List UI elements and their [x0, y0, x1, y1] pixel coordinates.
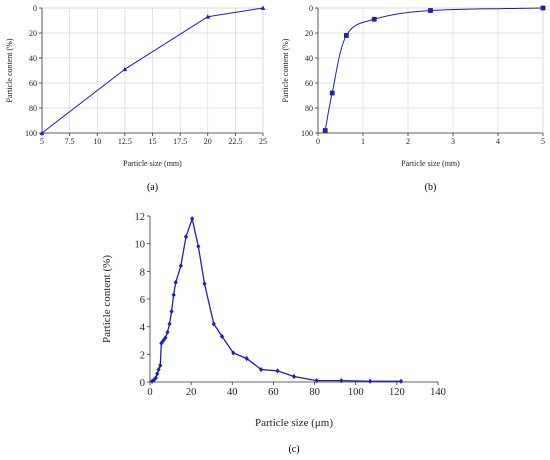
x-tick-label: 4	[496, 137, 500, 146]
x-tick-label: 5	[40, 137, 44, 146]
data-point	[202, 281, 207, 287]
chart-panel-a: 5 7.5 10 12.5 15 17.5 20 22.5 25 0 20 40 60 80 100 Part…	[5, 4, 267, 193]
data-point	[196, 243, 201, 250]
x-axis-title: Particle size (mm)	[123, 159, 182, 168]
data-point	[314, 378, 319, 384]
x-tick-label: 10	[93, 137, 101, 146]
y-tick-label: 100	[25, 129, 37, 138]
x-tick-label: 20	[186, 387, 197, 398]
chart-panel-c: 0 20 40 60 80 100 120 140 0 2 4 6 8 10 12 Particle size…	[101, 212, 446, 455]
y-tick-label: 40	[305, 54, 313, 63]
data-point	[259, 366, 264, 373]
data-point	[183, 234, 189, 240]
x-tick-label: 5	[541, 137, 545, 146]
x-tick-label: 20	[204, 137, 212, 146]
chart-panel-b: 0 1 2 3 4 5 0 20 40 60 80 100 Particle size (mm) Part…	[281, 4, 546, 193]
data-point	[152, 377, 157, 383]
data-point	[171, 292, 176, 298]
series-line	[151, 216, 401, 382]
x-tick-label: 120	[389, 387, 405, 398]
data-point	[540, 5, 546, 11]
y-tick-label: 6	[140, 295, 145, 306]
y-tick-label: 0	[140, 378, 145, 389]
x-tick-label: 0	[147, 387, 152, 398]
y-axis-title: Particle content (%)	[281, 38, 290, 102]
data-point	[371, 16, 377, 22]
x-tick-label: 25	[259, 137, 267, 146]
data-point	[155, 371, 160, 377]
data-point	[329, 90, 335, 96]
y-tick-label: 0	[309, 4, 313, 13]
y-axis-title: Particle content (%)	[101, 255, 113, 343]
y-tick-label: 60	[29, 79, 37, 88]
data-point	[322, 128, 328, 133]
data-point	[428, 8, 433, 13]
x-tick-label: 22.5	[228, 137, 242, 146]
panel-label: (b)	[425, 182, 437, 193]
y-tick-label: 0	[33, 4, 37, 13]
data-point	[231, 350, 236, 356]
data-point	[219, 333, 225, 339]
x-tick-label: 80	[309, 387, 320, 398]
x-tick-label: 0	[316, 137, 320, 146]
data-point	[368, 378, 373, 384]
y-tick-label: 80	[305, 104, 313, 113]
y-tick-label: 4	[140, 323, 146, 334]
series-line	[41, 7, 264, 134]
data-point	[153, 375, 158, 381]
y-tick-label: 12	[135, 212, 146, 223]
x-tick-label: 100	[348, 387, 364, 398]
x-axis-title: Particle size (μm)	[255, 417, 333, 429]
data-point	[398, 378, 404, 384]
x-tick-label: 1	[361, 137, 365, 146]
y-tick-label: 10	[135, 240, 146, 251]
x-tick-label: 7.5	[65, 137, 75, 146]
y-tick-label: 100	[301, 129, 313, 138]
data-point	[122, 66, 128, 72]
data-point	[167, 321, 172, 327]
data-point	[291, 373, 297, 380]
y-axis-title: Particle content (%)	[5, 38, 14, 102]
y-tick-label: 80	[29, 104, 37, 113]
data-point	[161, 337, 166, 344]
panel-label: (c)	[288, 444, 299, 455]
x-tick-label: 60	[268, 387, 279, 398]
x-tick-label: 40	[227, 387, 238, 398]
x-tick-label: 17.5	[173, 137, 187, 146]
data-point	[275, 368, 280, 374]
data-point	[178, 263, 183, 269]
data-point	[165, 329, 170, 335]
x-axis-title: Particle size (mm)	[401, 159, 460, 168]
panel-label: (a)	[147, 182, 158, 193]
data-point	[169, 308, 174, 315]
data-point	[244, 355, 249, 362]
x-tick-label: 15	[149, 137, 157, 146]
data-point	[260, 5, 266, 10]
data-point	[211, 321, 216, 327]
data-point	[339, 378, 344, 384]
y-tick-label: 40	[29, 54, 37, 63]
data-point	[173, 279, 178, 285]
series-line	[324, 7, 544, 131]
x-tick-label: 2	[406, 137, 410, 146]
y-tick-label: 8	[140, 267, 145, 278]
data-point	[205, 14, 211, 19]
y-tick-label: 60	[305, 79, 313, 88]
y-tick-label: 2	[140, 350, 145, 361]
x-tick-label: 140	[430, 387, 446, 398]
x-tick-label: 12.5	[118, 137, 132, 146]
y-tick-label: 20	[29, 29, 37, 38]
data-point	[190, 216, 195, 222]
data-point	[156, 366, 161, 373]
data-point	[39, 130, 45, 135]
data-point	[343, 33, 349, 38]
x-tick-label: 3	[451, 137, 455, 146]
y-tick-label: 20	[305, 29, 313, 38]
data-point	[159, 340, 164, 346]
data-point	[163, 335, 168, 341]
data-point	[158, 362, 163, 368]
